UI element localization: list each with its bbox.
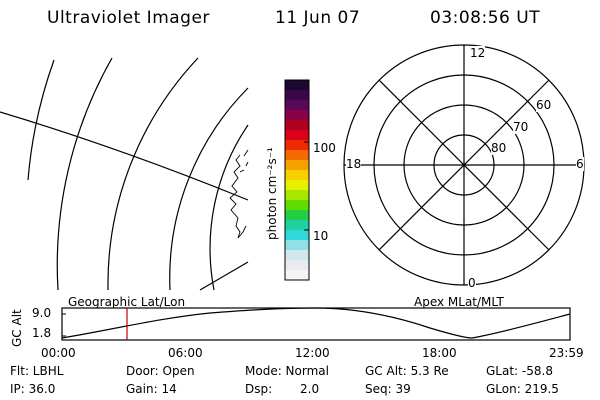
status-door: Door: Open xyxy=(126,364,195,378)
colorbar-segment xyxy=(285,170,309,181)
colorbar-segment xyxy=(285,150,309,161)
lat-label-60: 60 xyxy=(536,98,552,112)
colorbar-segment xyxy=(285,80,309,91)
colorbar-segment xyxy=(285,160,309,171)
timeline-right-label: Apex MLat/MLT xyxy=(414,295,504,309)
timeline-y-tick-9: 9.0 xyxy=(32,306,52,320)
colorbar-segment xyxy=(285,240,309,251)
mlt-label-6: 6 xyxy=(576,157,584,171)
colorbar-segment xyxy=(285,100,309,111)
colorbar-segment xyxy=(285,110,309,121)
status-seq: Seq: 39 xyxy=(365,382,411,396)
lat-label-80: 80 xyxy=(491,141,507,155)
status-dsp-label: Dsp: xyxy=(245,382,273,396)
status-dsp-value: 2.0 xyxy=(300,382,320,396)
colorbar-tick-100: 100 xyxy=(313,141,336,155)
colorbar-segment xyxy=(285,130,309,141)
status-gain: Gain: 14 xyxy=(126,382,177,396)
colorbar-segment xyxy=(285,210,309,221)
colorbar-border xyxy=(284,79,310,281)
colorbar xyxy=(284,79,310,281)
lat-label-70: 70 xyxy=(513,120,529,134)
mlt-label-0: 0 xyxy=(468,276,476,290)
altitude-curve xyxy=(61,307,571,339)
colorbar-tick-10: 10 xyxy=(313,229,329,243)
colorbar-segment xyxy=(285,90,309,101)
colorbar-segment xyxy=(285,270,309,281)
colorbar-segment xyxy=(285,140,309,151)
timeline-y-tick-1-8: 1.8 xyxy=(32,326,52,340)
timeline-x-tick-2359: 23:59 xyxy=(549,346,584,360)
timeline-x-tick-1200: 12:00 xyxy=(295,346,330,360)
timeline-x-tick-1800: 18:00 xyxy=(422,346,457,360)
mlt-label-18: 18 xyxy=(346,157,362,171)
colorbar-segment xyxy=(285,230,309,241)
mlt-label-12: 12 xyxy=(470,46,486,60)
colorbar-segment xyxy=(285,190,309,201)
status-filter: Flt: LBHL xyxy=(10,364,64,378)
timeline-x-tick-0600: 06:00 xyxy=(168,346,203,360)
coastline xyxy=(229,154,247,239)
colorbar-segment xyxy=(285,120,309,131)
instrument-title: Ultraviolet Imager xyxy=(47,8,210,28)
status-glon: GLon: 219.5 xyxy=(486,382,559,396)
colorbar-segment xyxy=(285,180,309,191)
status-ip: IP: 36.0 xyxy=(10,382,56,396)
colorbar-segment xyxy=(285,250,309,261)
status-gc-alt: GC Alt: 5.3 Re xyxy=(365,364,449,378)
timeline-x-tick-0000: 00:00 xyxy=(41,346,76,360)
colorbar-segment xyxy=(285,200,309,211)
date-label: 11 Jun 07 xyxy=(275,8,361,28)
colorbar-segment xyxy=(285,260,309,271)
timeline-left-label: Geographic Lat/Lon xyxy=(68,295,186,309)
status-glat: GLat: -58.8 xyxy=(486,364,553,378)
status-mode: Mode: Normal xyxy=(245,364,329,378)
time-label: 03:08:56 UT xyxy=(430,8,541,28)
colorbar-segment xyxy=(285,220,309,231)
